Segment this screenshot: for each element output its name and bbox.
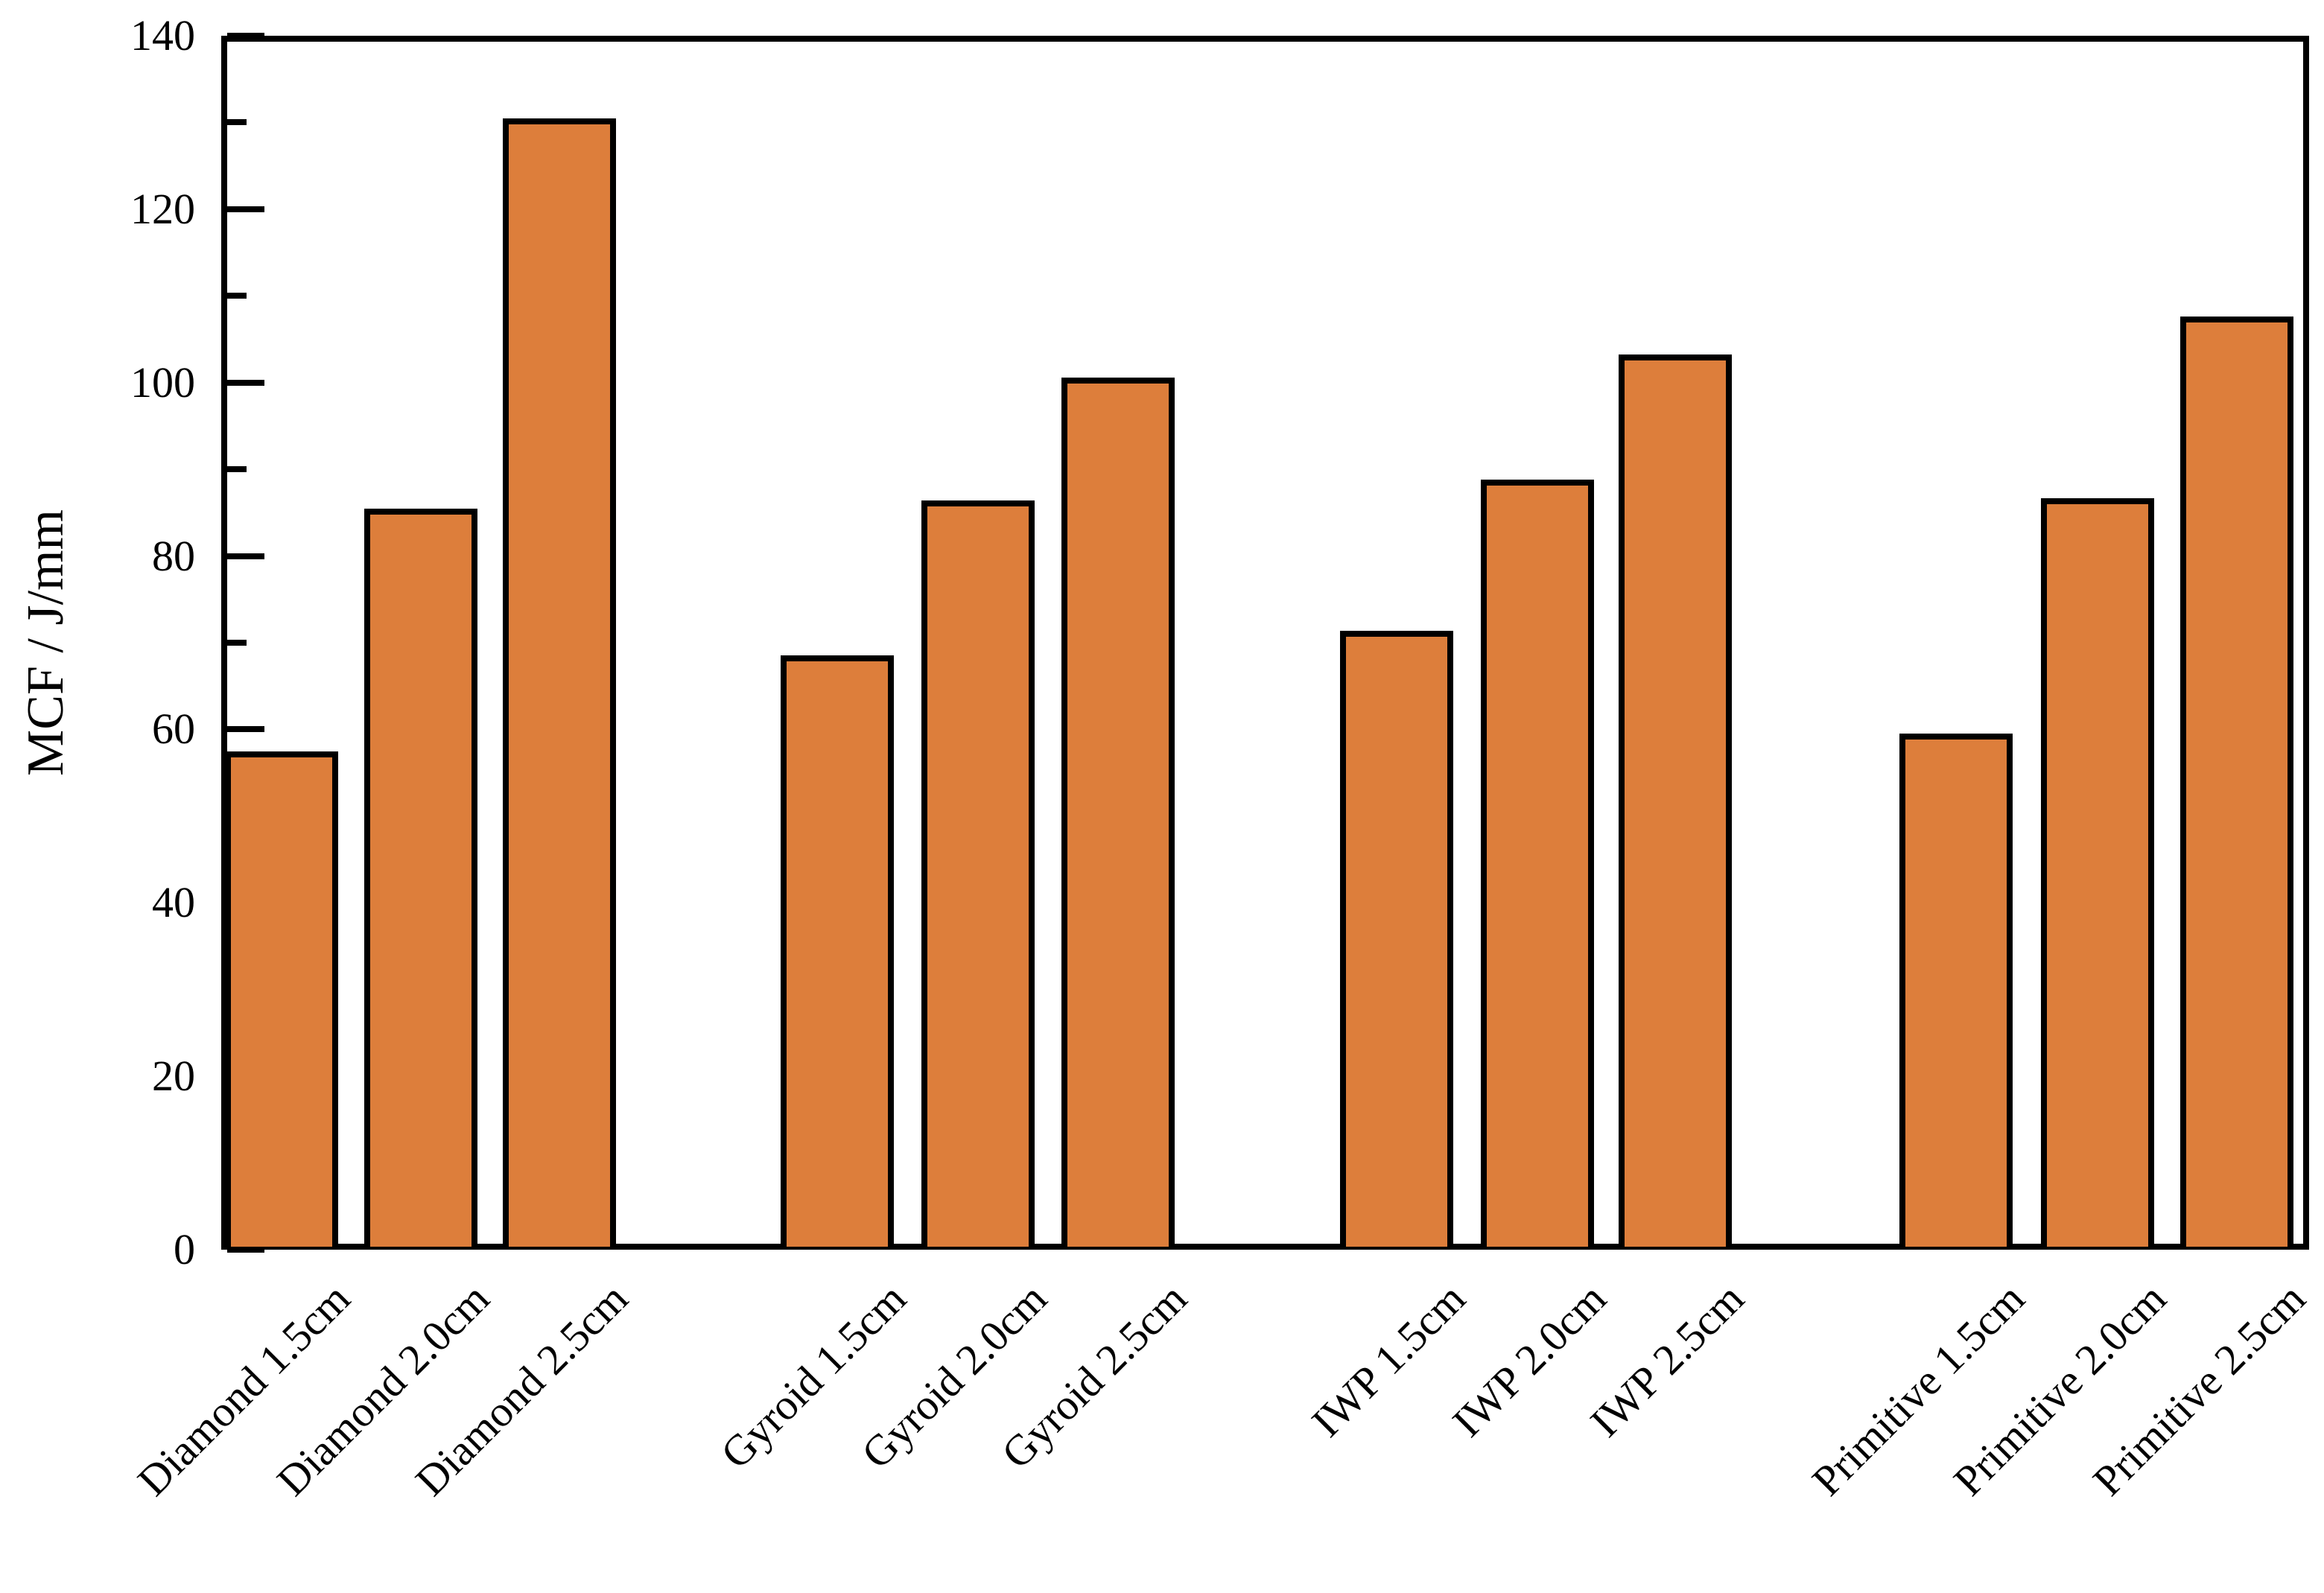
- y-axis-major-tick: [227, 379, 264, 386]
- bar: [921, 500, 1035, 1247]
- y-axis-minor-tick: [227, 293, 247, 299]
- y-axis-tick-label: 140: [130, 11, 195, 60]
- y-axis-tick-label: 20: [152, 1052, 195, 1101]
- y-axis-major-tick: [227, 726, 264, 733]
- y-axis-major-tick: [227, 553, 264, 559]
- bar: [1340, 631, 1453, 1247]
- y-axis-tick-label: 40: [152, 878, 195, 927]
- y-axis-major-tick: [227, 33, 264, 39]
- bar: [225, 751, 338, 1247]
- bar: [1619, 354, 1732, 1247]
- bar: [781, 655, 894, 1247]
- plot-area: [221, 36, 2309, 1250]
- bar: [1061, 378, 1175, 1247]
- bar: [364, 509, 477, 1247]
- y-axis-minor-tick: [227, 466, 247, 473]
- bar: [1899, 734, 2013, 1247]
- y-axis-major-tick: [227, 1247, 264, 1253]
- y-axis-major-tick: [227, 206, 264, 212]
- bar: [503, 118, 616, 1247]
- y-axis-minor-tick: [227, 119, 247, 126]
- y-axis-tick-label: 80: [152, 531, 195, 580]
- y-axis-tick-label: 120: [130, 184, 195, 233]
- bar: [2180, 317, 2293, 1247]
- bar: [2041, 498, 2154, 1247]
- y-axis-tick-label: 100: [130, 357, 195, 407]
- bar: [1481, 480, 1594, 1247]
- y-axis-tick-label: 0: [174, 1225, 195, 1274]
- y-axis-minor-tick: [227, 640, 247, 646]
- y-axis-tick-label: 60: [152, 705, 195, 754]
- x-axis-label: IWP 1.5cm: [1302, 1274, 1475, 1446]
